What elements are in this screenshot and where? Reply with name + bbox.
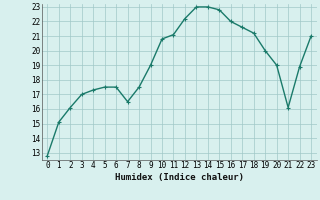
X-axis label: Humidex (Indice chaleur): Humidex (Indice chaleur) (115, 173, 244, 182)
